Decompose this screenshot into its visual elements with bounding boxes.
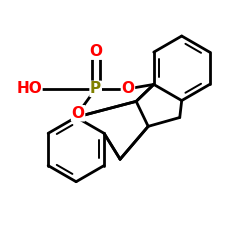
Text: O: O [89, 44, 102, 59]
Text: O: O [72, 106, 85, 121]
Text: HO: HO [16, 81, 42, 96]
Text: O: O [122, 81, 134, 96]
Text: P: P [90, 81, 101, 96]
